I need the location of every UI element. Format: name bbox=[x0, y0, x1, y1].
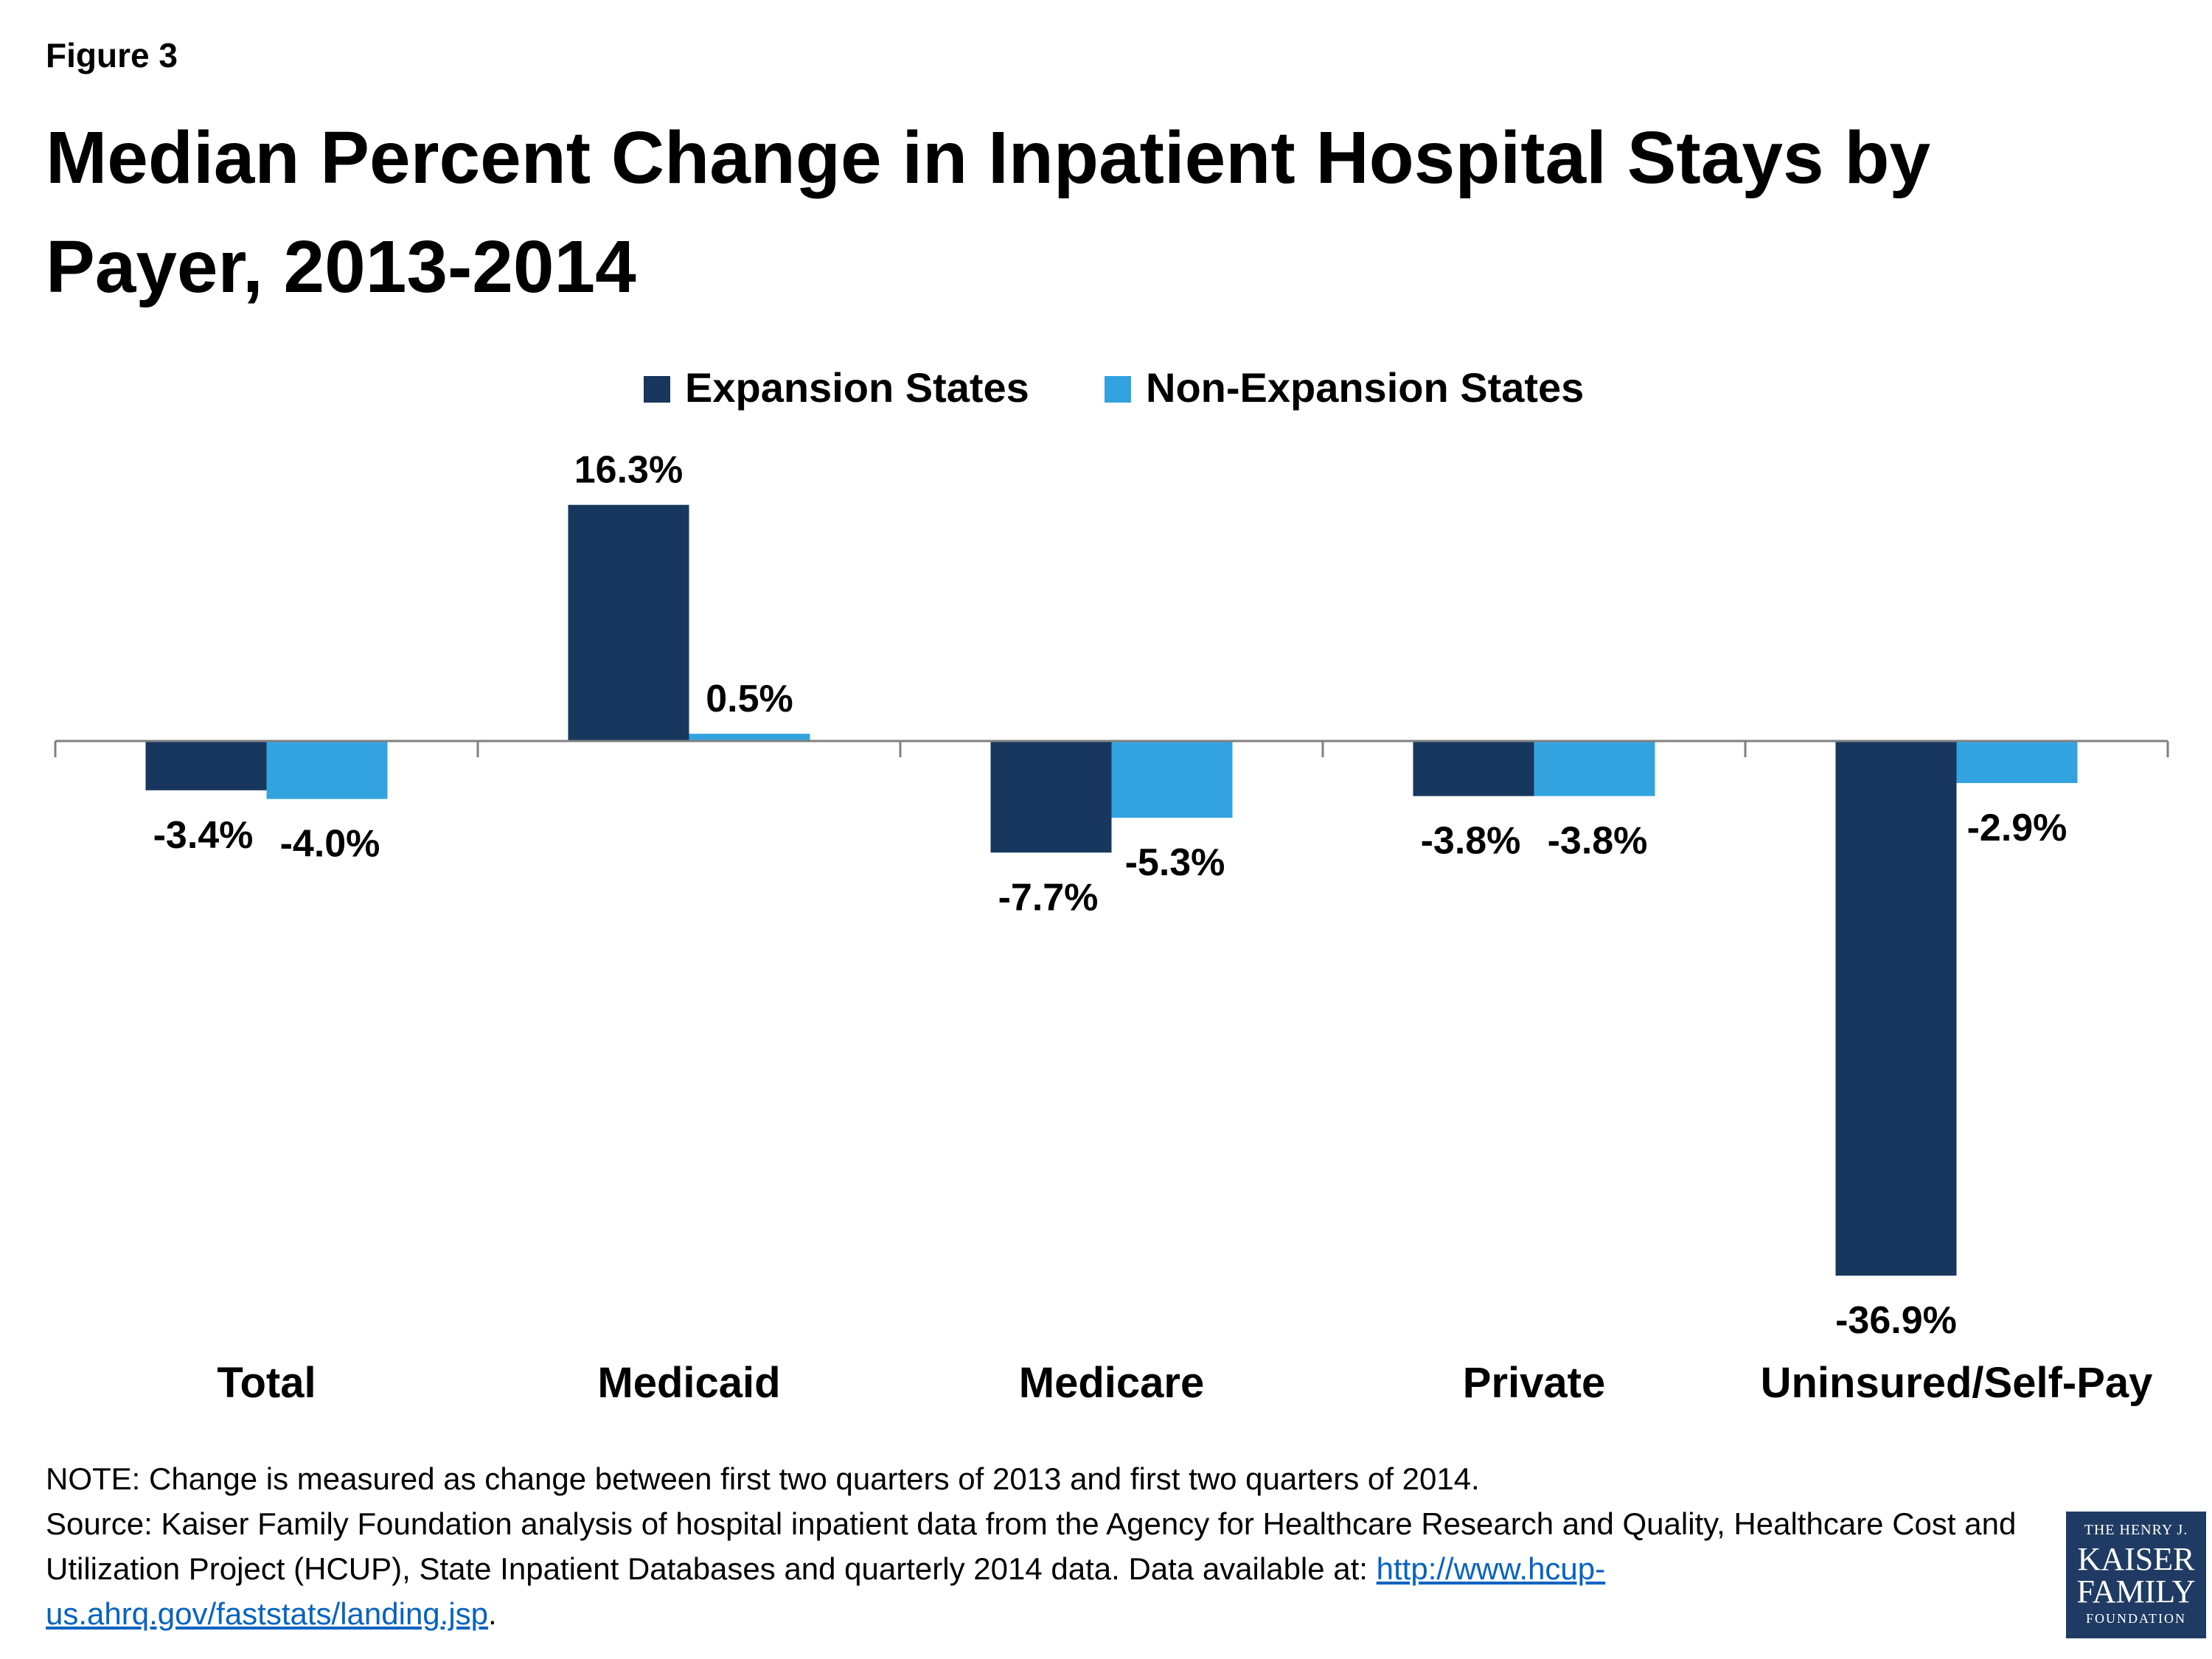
bar-non-expansion-1 bbox=[266, 741, 388, 799]
data-labels: -3.4% -4.0% 16.3% 0.5% -7.7% -5.3% -3.8% -3.8% -… bbox=[153, 449, 2067, 1342]
footnote: NOTE: Change is measured as change betwe… bbox=[46, 1456, 2037, 1636]
value-label: -4.0% bbox=[280, 823, 380, 866]
value-label: -3.4% bbox=[153, 814, 254, 857]
bar-expansion-2 bbox=[568, 504, 689, 741]
value-label: -36.9% bbox=[1835, 1299, 1957, 1342]
value-label: -2.9% bbox=[1967, 807, 2067, 849]
value-label: -7.7% bbox=[998, 876, 1099, 919]
x-axis bbox=[54, 740, 2169, 757]
legend-swatch-2 bbox=[1105, 376, 1131, 403]
kff-logo: THE HENRY J. KAISER FAMILY FOUNDATION bbox=[2066, 1512, 2206, 1638]
source-prefix: Source: Kaiser Family Foundation analysi… bbox=[46, 1506, 2017, 1586]
category-label: Private bbox=[1463, 1359, 1605, 1407]
bar-expansion-5 bbox=[1835, 741, 1957, 1276]
value-label: -5.3% bbox=[1125, 841, 1225, 884]
logo-line-2: KAISER bbox=[2077, 1541, 2195, 1577]
value-label: 0.5% bbox=[706, 678, 793, 720]
bar-non-expansion-5 bbox=[1956, 741, 2078, 783]
value-label: -3.8% bbox=[1421, 820, 1521, 863]
legend-swatch-1 bbox=[644, 376, 670, 403]
source-text: Source: Kaiser Family Foundation analysi… bbox=[46, 1501, 2037, 1636]
category-label: Total bbox=[217, 1359, 316, 1407]
chart-title: Median Percent Change in Inpatient Hospi… bbox=[46, 116, 1931, 308]
category-label: Uninsured/Self-Pay bbox=[1761, 1359, 2153, 1407]
note-text: NOTE: Change is measured as change betwe… bbox=[46, 1461, 1480, 1496]
bar-non-expansion-3 bbox=[1111, 741, 1233, 818]
category-label: Medicaid bbox=[597, 1359, 780, 1407]
bar-expansion-3 bbox=[990, 741, 1112, 853]
legend-label-1: Expansion States bbox=[685, 364, 1029, 411]
bar-non-expansion-4 bbox=[1534, 741, 1655, 796]
value-label: 16.3% bbox=[574, 449, 683, 492]
category-labels: Total Medicaid Medicare Private Uninsured/Se… bbox=[217, 1359, 2152, 1407]
bar-non-expansion-2 bbox=[689, 734, 810, 741]
bar-group bbox=[145, 504, 2078, 1276]
legend-label-2: Non-Expansion States bbox=[1146, 364, 1584, 411]
value-label: -3.8% bbox=[1548, 820, 1648, 863]
category-label: Medicare bbox=[1019, 1359, 1204, 1407]
bar-chart: Expansion States Non-Expansion States -3.… bbox=[54, 364, 2169, 1407]
bar-expansion-1 bbox=[145, 741, 267, 790]
logo-line-1: THE HENRY J. bbox=[2084, 1522, 2188, 1538]
logo-line-3: FAMILY bbox=[2076, 1573, 2196, 1610]
figure-label: Figure 3 bbox=[46, 36, 178, 74]
logo-line-4: FOUNDATION bbox=[2086, 1611, 2186, 1626]
source-link[interactable]: http://www.hcup-us.ahrq.gov/faststats/la… bbox=[46, 1551, 1606, 1631]
bar-expansion-4 bbox=[1413, 741, 1534, 796]
chart-legend: Expansion States Non-Expansion States bbox=[644, 364, 1584, 411]
source-suffix: . bbox=[488, 1596, 497, 1631]
